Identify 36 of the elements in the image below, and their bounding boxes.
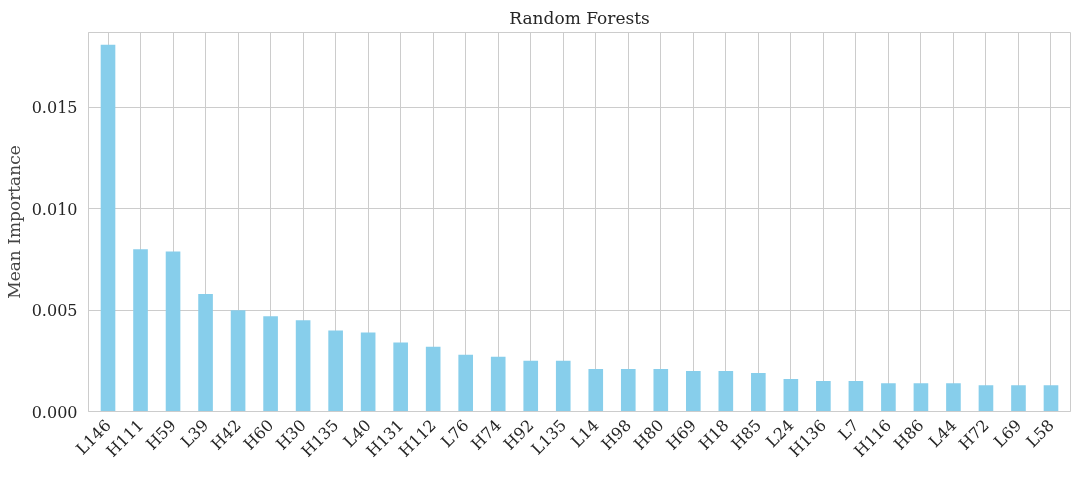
chart-title: Random Forests [509,7,650,28]
bar [198,293,213,412]
bar [653,368,669,412]
bar [848,381,864,412]
bar [881,383,896,412]
bar [523,360,539,412]
bar [165,251,181,412]
bar [620,368,636,412]
bar [490,356,506,412]
bar [555,360,571,412]
bar [751,372,766,412]
bar [230,310,246,412]
bar [816,381,831,412]
y-tick-label: 0.010 [31,199,78,219]
bar [946,383,961,412]
bar [425,346,441,412]
bar [1043,385,1059,412]
y-axis-title: Mean Importance [3,145,24,299]
bar [718,370,734,412]
bar [360,332,376,412]
bar [393,342,408,412]
y-tick-label: 0.015 [31,98,78,118]
bar [588,368,604,412]
bar [100,44,116,412]
bar [263,316,278,412]
y-tick-label: 0.005 [31,301,78,321]
bar [685,370,701,412]
bar [783,379,799,412]
bar [328,330,343,412]
y-tick-label: 0.000 [31,402,78,422]
bar [913,383,929,412]
bar [458,354,474,412]
bar [978,385,994,412]
bar [133,249,148,412]
bar [295,320,311,412]
bar [1011,385,1026,412]
